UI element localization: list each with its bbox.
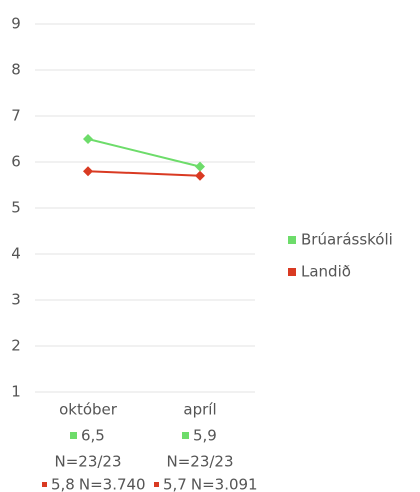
value-label: 5,8: [51, 476, 75, 492]
y-tick-label: 5: [11, 199, 21, 217]
y-tick-label: 1: [11, 383, 21, 401]
point-marker: [83, 134, 93, 144]
n-label: N=23/23: [166, 453, 233, 471]
n-label: N=3.091: [191, 476, 258, 492]
y-tick-label: 9: [11, 15, 21, 33]
legend-swatch: [288, 236, 296, 244]
series-line: [87, 138, 201, 168]
value-label: 6,5: [81, 427, 105, 445]
x-tick-label: október: [59, 401, 118, 419]
y-tick-label: 2: [11, 337, 21, 355]
point-marker: [83, 166, 93, 177]
n-label: N=23/23: [54, 453, 121, 471]
point-marker: [195, 161, 205, 172]
series-line: [87, 170, 201, 177]
y-tick-label: 3: [11, 291, 21, 309]
value-label: 5,9: [193, 427, 217, 445]
y-tick-label: 6: [11, 153, 21, 171]
y-tick-label: 8: [11, 61, 21, 79]
legend-swatch: [70, 432, 77, 439]
point-marker: [195, 170, 205, 181]
legend-swatch: [182, 432, 189, 439]
n-label: N=3.740: [79, 476, 146, 492]
value-label: 5,7: [163, 476, 187, 492]
y-tick-label: 4: [11, 245, 21, 263]
legend-label: Landið: [301, 263, 351, 281]
legend-swatch: [42, 482, 47, 487]
legend-swatch: [288, 268, 296, 276]
x-tick-label: apríl: [183, 401, 216, 419]
legend-swatch: [154, 482, 159, 487]
y-tick-label: 7: [11, 107, 21, 125]
legend-label: Brúarásskóli: [301, 231, 393, 249]
